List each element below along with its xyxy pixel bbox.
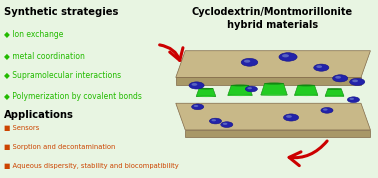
Text: ■ Aqueous dispersity, stability and biocompatibility: ■ Aqueous dispersity, stability and bioc… <box>4 163 178 169</box>
Circle shape <box>350 78 365 85</box>
Text: Applications: Applications <box>4 110 74 120</box>
Circle shape <box>316 65 322 68</box>
Circle shape <box>221 122 233 127</box>
FancyArrowPatch shape <box>289 141 327 166</box>
Ellipse shape <box>294 95 318 96</box>
Polygon shape <box>294 85 318 95</box>
Circle shape <box>286 115 292 118</box>
Circle shape <box>323 108 328 111</box>
Circle shape <box>335 76 341 79</box>
Circle shape <box>282 54 289 57</box>
Text: Cyclodextrin/Montmorillonite
hybrid materials: Cyclodextrin/Montmorillonite hybrid mate… <box>192 7 353 30</box>
Ellipse shape <box>228 95 253 96</box>
Circle shape <box>347 97 359 103</box>
Circle shape <box>189 82 204 89</box>
Polygon shape <box>185 130 370 137</box>
Circle shape <box>245 86 257 92</box>
Circle shape <box>192 83 197 86</box>
Text: ◆ Ion exchange: ◆ Ion exchange <box>4 30 63 39</box>
Ellipse shape <box>298 85 314 86</box>
Circle shape <box>209 118 222 124</box>
Ellipse shape <box>261 94 287 96</box>
Ellipse shape <box>231 85 249 86</box>
Polygon shape <box>261 84 287 95</box>
Circle shape <box>192 104 204 110</box>
Ellipse shape <box>265 83 284 84</box>
Circle shape <box>349 98 354 100</box>
Circle shape <box>241 58 258 66</box>
Polygon shape <box>176 77 361 85</box>
Text: ◆ Supramolecular interactions: ◆ Supramolecular interactions <box>4 71 121 80</box>
Polygon shape <box>176 103 370 130</box>
Text: ◆ metal coordination: ◆ metal coordination <box>4 51 85 60</box>
FancyArrowPatch shape <box>160 45 183 61</box>
Circle shape <box>321 108 333 113</box>
Ellipse shape <box>199 88 213 89</box>
Circle shape <box>194 105 198 107</box>
Circle shape <box>211 119 216 121</box>
Ellipse shape <box>196 96 216 97</box>
Circle shape <box>333 75 348 82</box>
Text: ◆ Polymerization by covalent bonds: ◆ Polymerization by covalent bonds <box>4 92 142 101</box>
Circle shape <box>352 80 358 82</box>
Text: ■ Sorption and decontamination: ■ Sorption and decontamination <box>4 144 115 150</box>
Circle shape <box>247 87 252 89</box>
Circle shape <box>244 60 250 63</box>
Ellipse shape <box>325 96 344 97</box>
Polygon shape <box>176 51 370 77</box>
Circle shape <box>314 64 329 71</box>
Circle shape <box>284 114 299 121</box>
Polygon shape <box>325 89 344 96</box>
Text: Synthetic strategies: Synthetic strategies <box>4 7 118 17</box>
Text: ■ Sensors: ■ Sensors <box>4 125 39 131</box>
Polygon shape <box>196 89 216 96</box>
Ellipse shape <box>328 88 341 89</box>
Polygon shape <box>228 85 253 95</box>
Circle shape <box>223 123 228 125</box>
Circle shape <box>279 53 297 61</box>
